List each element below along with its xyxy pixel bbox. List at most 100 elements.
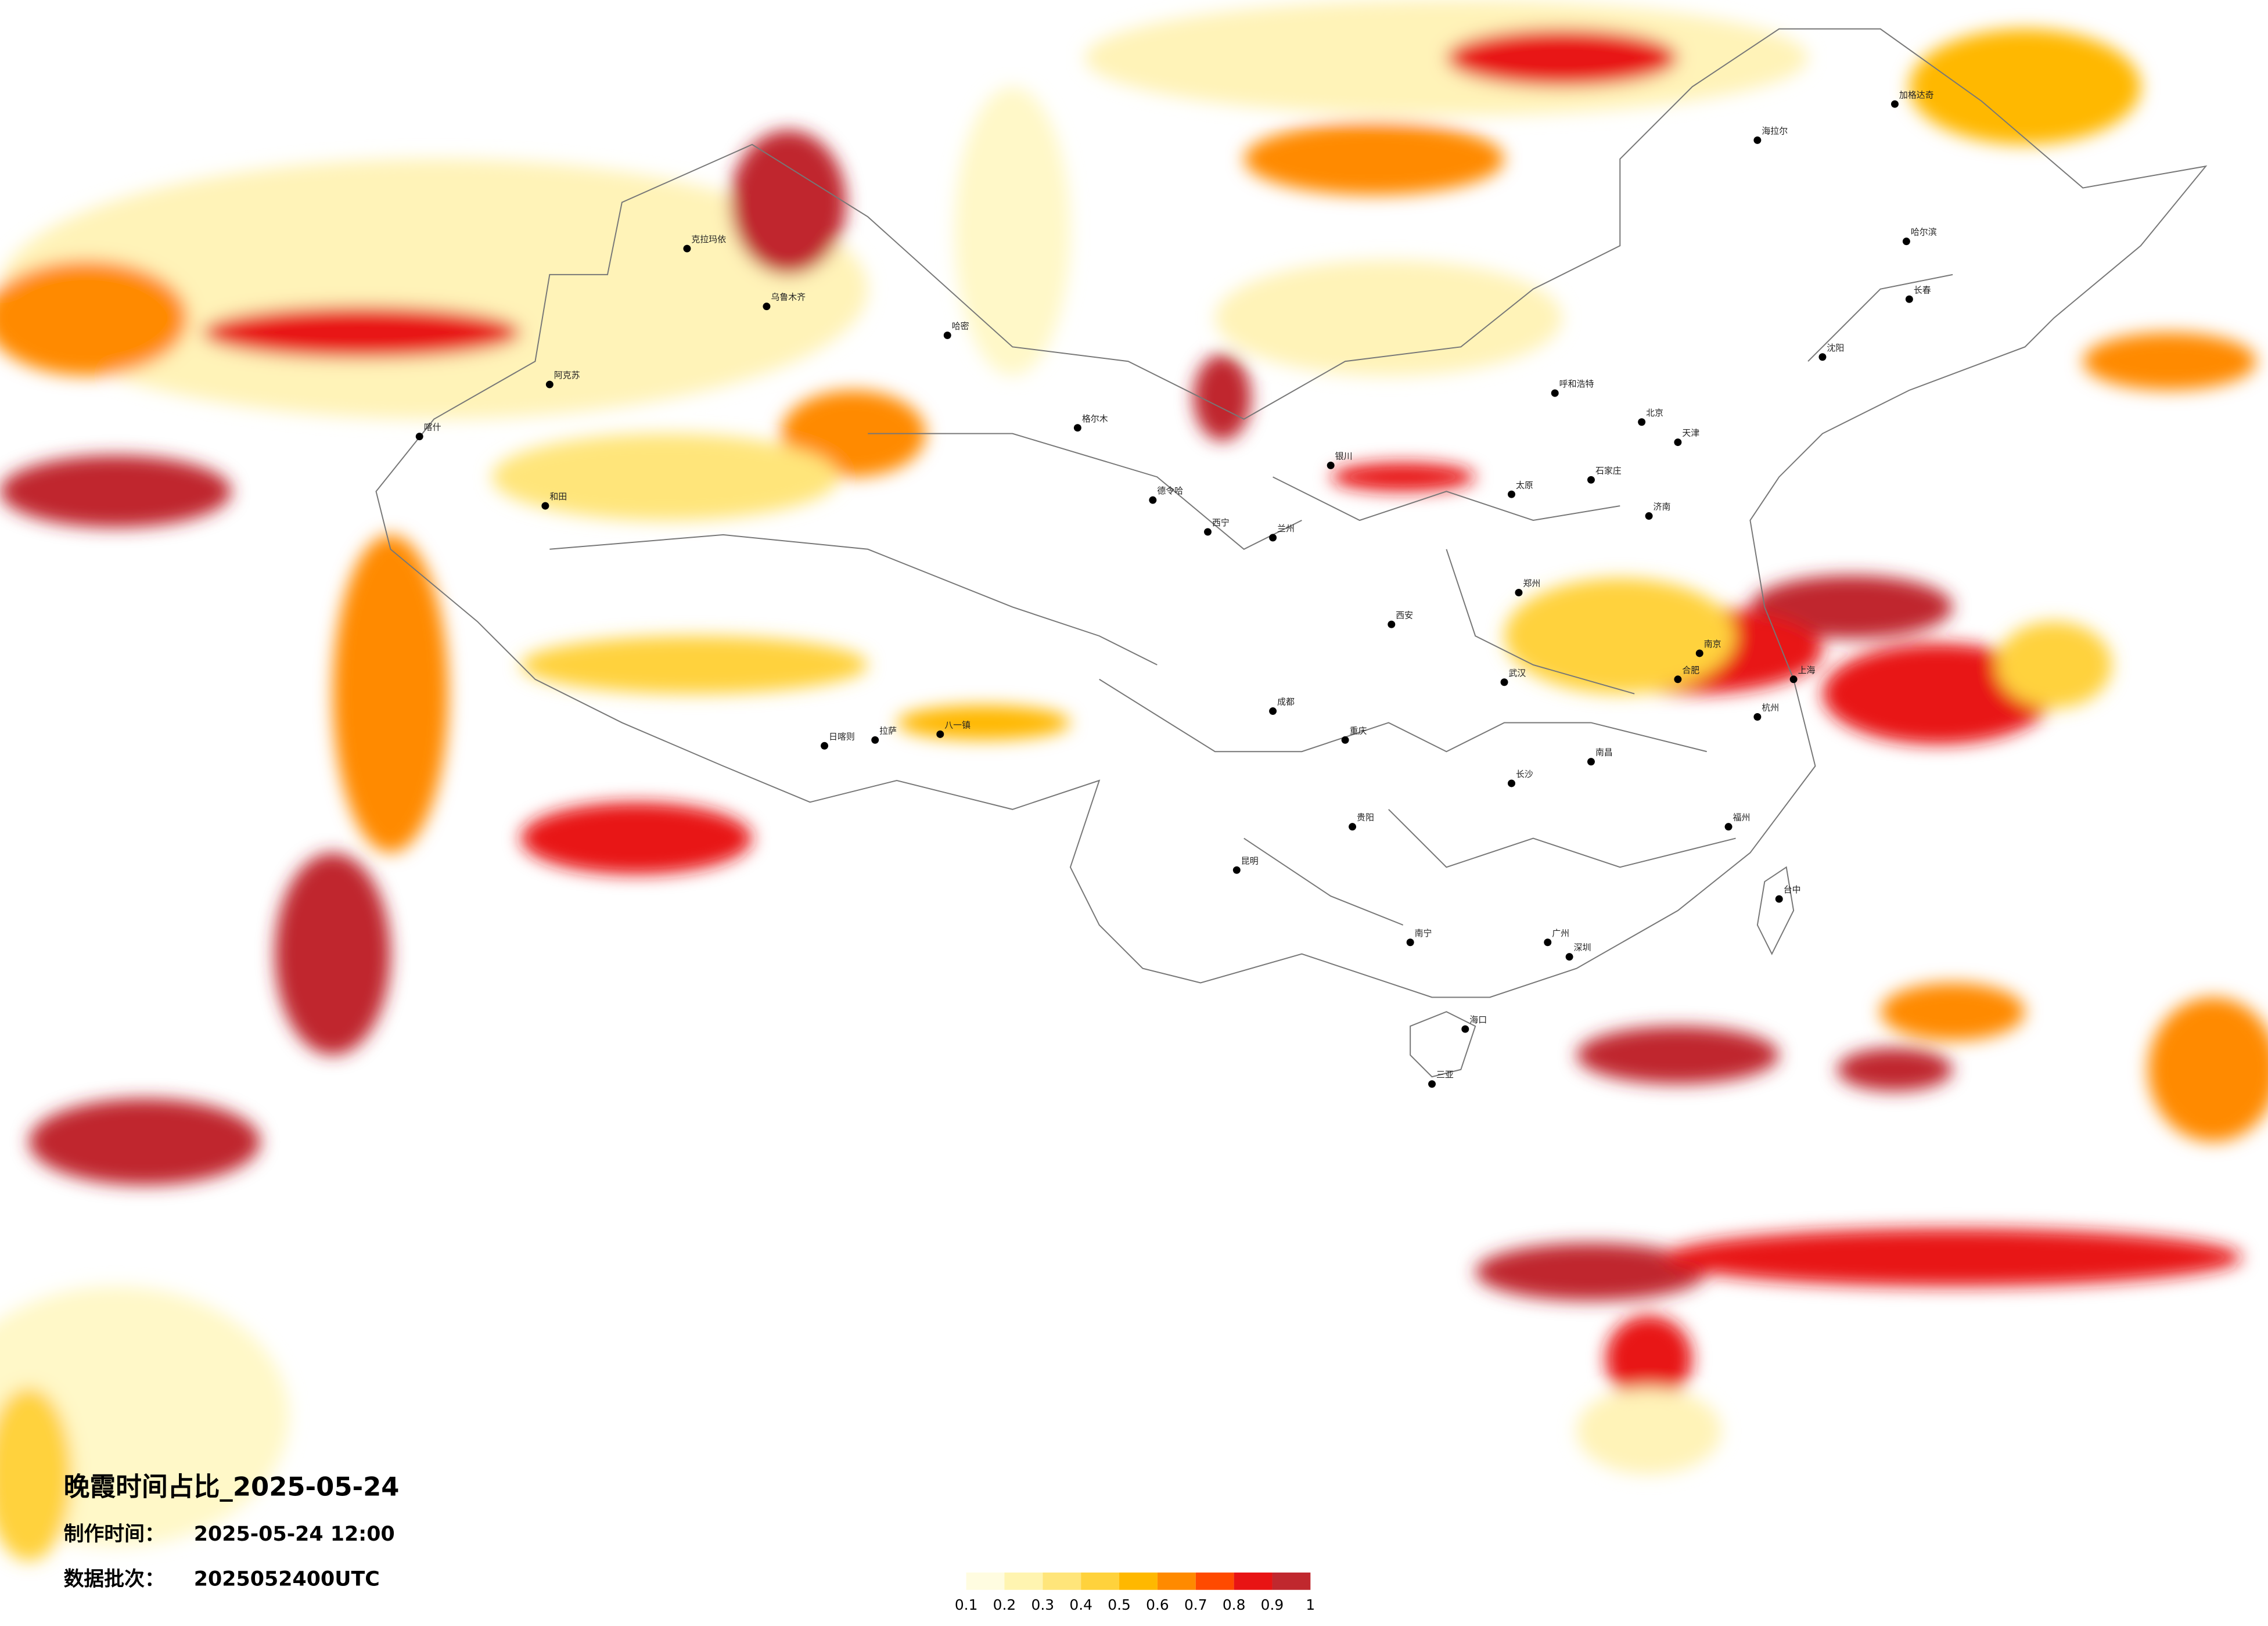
city-label: 日喀则 [829,731,855,742]
city-label: 台中 [1784,884,1801,895]
colorbar-segment [1119,1572,1158,1590]
city-label: 长春 [1914,285,1931,295]
city-label: 深圳 [1574,942,1591,953]
city-dot [1674,675,1682,684]
colorbar-segment [1234,1572,1273,1590]
city-dot [1818,353,1827,361]
city-dot [1269,707,1277,715]
city-dot [1388,620,1396,628]
colorbar-tick-label: 0.9 [1261,1596,1284,1613]
city-label: 杭州 [1762,703,1779,713]
city-dot [1149,496,1157,504]
colorbar-tick-label: 0.6 [1146,1596,1169,1613]
city-dot [1341,736,1349,744]
city-dot [1587,476,1595,484]
city-dot [1753,713,1762,721]
city-label: 天津 [1682,428,1699,438]
cloud-field [0,0,2268,1561]
city-label: 沈阳 [1827,343,1844,353]
colorbar-tick-label: 0.3 [1031,1596,1055,1613]
city-dot [1461,1025,1469,1033]
colorbar-tick-label: 0.5 [1108,1596,1131,1613]
city-label: 德令哈 [1157,485,1183,496]
city-label: 上海 [1798,665,1816,675]
city-label: 西宁 [1212,517,1230,528]
city-dot [415,433,423,441]
colorbar-segment [966,1572,1005,1590]
city-label: 哈尔滨 [1911,227,1937,238]
city-label: 乌鲁木齐 [771,292,806,303]
city-label: 南昌 [1595,747,1613,758]
city-label: 北京 [1646,408,1663,418]
city-dot [1902,238,1910,246]
city-dot [1775,895,1783,903]
colorbar-segment [1272,1572,1311,1590]
city-dot [1269,534,1277,542]
city-label: 太原 [1516,480,1533,490]
city-dot [1508,779,1515,787]
city-dot [1695,649,1703,657]
colorbar-tick-label: 0.2 [993,1596,1016,1613]
city-label: 八一镇 [944,720,971,730]
province-border [549,274,1953,926]
colorbar-tick-label: 0.4 [1069,1596,1092,1613]
colorbar: 0.1 0.2 0.3 0.4 0.5 0.6 0.7 0.8 0.9 1 [955,1572,1315,1613]
city-dot [1551,389,1559,397]
city-label: 海口 [1469,1015,1487,1025]
city-dot [1724,823,1733,831]
city-dot [1073,424,1081,432]
city-label: 昆明 [1241,855,1259,866]
city-label: 南宁 [1415,928,1432,938]
city-dot [1428,1080,1436,1088]
info-block: 制作时间： 2025-05-24 12:00 数据批次： 2025052400UTC [64,1523,395,1591]
city-dot [1645,512,1653,520]
map-title: 晚霞时间占比_2025-05-24 [64,1472,400,1502]
city-label: 格尔木 [1082,413,1108,424]
colorbar-segment [1004,1572,1043,1590]
city-label: 阿克苏 [554,370,580,380]
city-dot [1565,953,1573,961]
city-label: 武汉 [1509,668,1526,678]
city-dot [1789,675,1798,684]
colorbar-tick-label: 1 [1306,1596,1315,1613]
colorbar-tick-label: 0.1 [955,1596,978,1613]
info-label: 数据批次： [64,1567,165,1591]
city-dot [1508,490,1515,498]
city-label: 呼和浩特 [1559,379,1594,389]
colorbar-tick-label: 0.8 [1223,1596,1246,1613]
colorbar-segment [1195,1572,1234,1590]
city-label: 克拉玛依 [691,234,726,244]
city-label: 成都 [1277,697,1295,707]
city-dot [1204,528,1212,536]
city-dot [1232,866,1241,874]
city-dot [1327,461,1335,469]
city-dot [683,244,691,253]
city-dot [871,736,879,744]
city-dot [1406,938,1414,947]
colorbar-tick-label: 0.7 [1184,1596,1207,1613]
city-label: 海拉尔 [1762,125,1788,136]
colorbar-segment [1157,1572,1196,1590]
city-dot [1500,678,1508,686]
city-dot [1515,588,1523,596]
colorbar-segment [1043,1572,1081,1590]
info-value: 2025-05-24 12:00 [194,1523,395,1546]
city-dot [936,730,944,738]
info-label: 制作时间： [64,1523,165,1546]
city-label: 哈密 [952,321,969,331]
city-label: 广州 [1552,928,1569,938]
city-label: 银川 [1335,451,1353,461]
city-dot [763,303,771,311]
city-dot [1349,823,1357,831]
city-label: 贵阳 [1357,812,1374,823]
city-dot [1544,938,1552,947]
city-dot [541,502,549,510]
city-label: 拉萨 [879,725,897,736]
city-dot [1638,418,1646,426]
city-label: 加格达奇 [1899,89,1934,100]
city-dot [943,331,951,339]
island-border [1410,866,1795,1078]
